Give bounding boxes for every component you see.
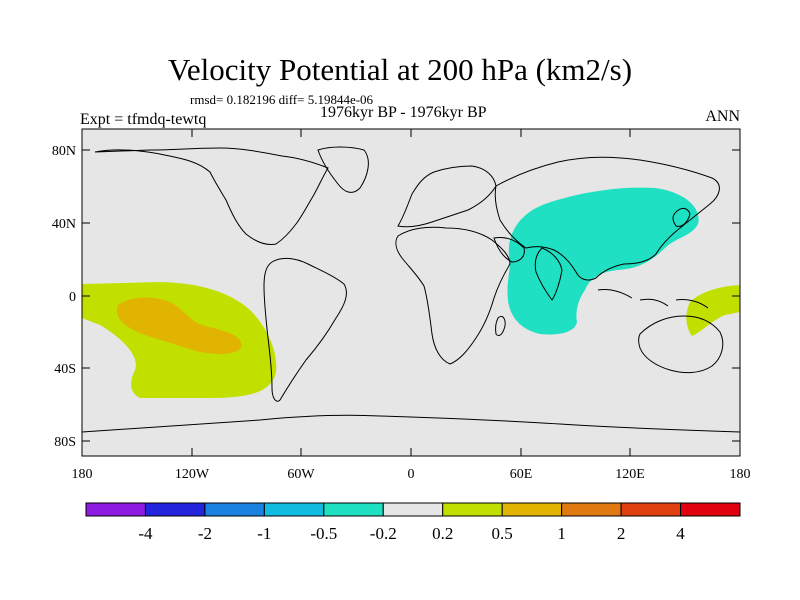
colorbar-label-9: 4 xyxy=(676,524,685,543)
coast-arabia xyxy=(493,237,525,263)
lon-label-180e: 180 xyxy=(730,467,751,482)
coast-south-america xyxy=(263,257,347,402)
coast-madagascar xyxy=(495,315,506,337)
coast-asia xyxy=(494,156,720,281)
colorbar-label-6: 0.5 xyxy=(492,524,513,543)
colorbar-label-7: 1 xyxy=(557,524,566,543)
coast-australia xyxy=(638,315,724,374)
colorbar-box-2 xyxy=(204,502,265,517)
coast-africa xyxy=(395,226,511,365)
lat-label-eq: 0 xyxy=(69,290,76,305)
coast-greenland xyxy=(317,146,369,193)
lat-label-80n: 80N xyxy=(52,144,76,159)
colorbar-box-8 xyxy=(561,502,622,517)
colorbar-box-4 xyxy=(323,502,384,517)
lon-label-0: 0 xyxy=(408,467,415,482)
colorbar: -4 -2 -1 -0.5 -0.2 0.2 0.5 1 2 4 xyxy=(85,502,741,543)
period-label: 1976kyr BP - 1976kyr BP xyxy=(320,104,487,121)
colorbar-box-10 xyxy=(680,502,741,517)
lon-label-60e: 60E xyxy=(510,467,533,482)
axis-ticks xyxy=(81,129,741,456)
colorbar-box-9 xyxy=(620,502,682,517)
colorbar-label-2: -1 xyxy=(257,524,271,543)
coast-japan xyxy=(672,207,691,227)
experiment-label: Expt = tfmdq-tewtq xyxy=(80,111,207,128)
coastlines xyxy=(82,146,740,433)
colorbar-label-1: -2 xyxy=(198,524,212,543)
lon-label-180w: 180 xyxy=(72,467,93,482)
colorbar-label-4: -0.2 xyxy=(370,524,397,543)
asia-negative-region xyxy=(507,187,699,335)
wpacific-positive-region xyxy=(686,285,740,336)
lon-label-120w: 120W xyxy=(175,467,210,482)
colorbar-label-3: -0.5 xyxy=(310,524,337,543)
colorbar-box-0 xyxy=(85,502,146,517)
coast-europe xyxy=(397,165,497,228)
contour-fills xyxy=(82,187,740,398)
colorbar-label-0: -4 xyxy=(138,524,153,543)
lat-label-80s: 80S xyxy=(54,435,76,450)
pacific-core-region xyxy=(116,297,242,354)
lat-label-40n: 40N xyxy=(52,217,76,232)
lon-label-120e: 120E xyxy=(615,467,645,482)
colorbar-label-8: 2 xyxy=(617,524,626,543)
coast-india xyxy=(534,247,563,301)
plot-title: Velocity Potential at 200 hPa (km2/s) xyxy=(167,52,633,87)
coast-north-america xyxy=(94,147,329,245)
rmsd-diff-stats: rmsd= 0.182196 diff= 5.19844e-06 xyxy=(190,92,374,107)
colorbar-box-7 xyxy=(501,502,563,517)
coast-indonesia xyxy=(597,289,709,309)
season-label: ANN xyxy=(705,108,740,125)
colorbar-box-6 xyxy=(442,502,503,517)
colorbar-label-5: 0.2 xyxy=(432,524,453,543)
colorbar-box-5 xyxy=(382,502,444,517)
coast-antarctica xyxy=(82,414,740,433)
colorbar-box-3 xyxy=(263,502,325,517)
colorbar-box-1 xyxy=(144,502,206,517)
lat-label-40s: 40S xyxy=(54,362,76,377)
lon-label-60w: 60W xyxy=(287,467,315,482)
